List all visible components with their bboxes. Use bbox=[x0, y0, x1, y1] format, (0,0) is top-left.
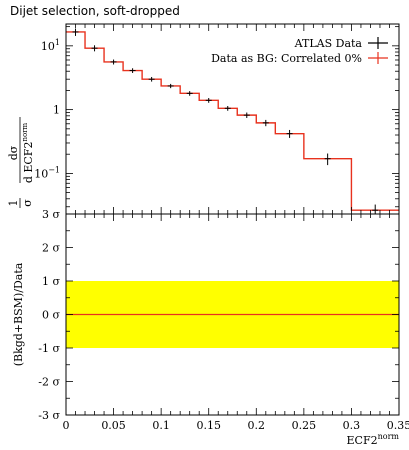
ratio-y-axis-label: (Bkgd+BSM)/Data bbox=[12, 262, 25, 366]
y-axis-label: 1 σ dσ d ECF2norm bbox=[7, 117, 35, 208]
x-tick-label: 0.1 bbox=[152, 419, 170, 432]
y-label-frac-num: 1 bbox=[7, 200, 20, 207]
legend: ATLAS Data Data as BG: Correlated 0% bbox=[211, 37, 388, 65]
data-point bbox=[72, 28, 79, 36]
ratio-y-tick-label: 2 σ bbox=[42, 242, 60, 255]
data-point bbox=[243, 112, 250, 118]
x-tick-label: 0.15 bbox=[196, 419, 221, 432]
data-point bbox=[205, 98, 212, 103]
ratio-y-tick-label: -1 σ bbox=[38, 342, 60, 355]
y-tick-label: 1 bbox=[53, 104, 60, 117]
x-tick-label: 0.3 bbox=[343, 419, 361, 432]
y-label-frac-den: σ bbox=[21, 199, 34, 207]
x-tick-label: 0 bbox=[63, 419, 70, 432]
data-point bbox=[167, 83, 174, 89]
y-tick-label: 101 bbox=[41, 38, 60, 53]
ratio-y-tick-label: -2 σ bbox=[38, 376, 60, 389]
data-point bbox=[186, 91, 193, 96]
ratio-y-tick-label: 0 σ bbox=[42, 309, 60, 322]
data-point bbox=[129, 68, 136, 74]
data-point bbox=[324, 153, 331, 166]
data-point bbox=[224, 105, 231, 111]
legend-label: Data as BG: Correlated 0% bbox=[211, 52, 362, 65]
x-tick-label: 0.05 bbox=[101, 419, 126, 432]
ratio-y-tick-label: -3 σ bbox=[38, 409, 60, 422]
data-point bbox=[262, 119, 269, 127]
data-point bbox=[372, 204, 379, 214]
x-tick-label: 0.35 bbox=[387, 419, 409, 432]
ratio-y-tick-label: 3 σ bbox=[42, 208, 60, 221]
data-point bbox=[91, 45, 98, 52]
y-label-deriv-num: dσ bbox=[7, 145, 20, 160]
y-label-deriv-den: d ECF2norm bbox=[21, 122, 35, 183]
data-point bbox=[148, 76, 155, 82]
x-axis-label: ECF2norm bbox=[347, 432, 400, 447]
y-tick-label: 10−1 bbox=[34, 165, 60, 180]
x-tick-label: 0.2 bbox=[248, 419, 266, 432]
data-point bbox=[286, 129, 293, 138]
ratio-y-tick-label: 1 σ bbox=[42, 275, 60, 288]
legend-label: ATLAS Data bbox=[294, 37, 363, 50]
plot-title: Dijet selection, soft-dropped bbox=[10, 4, 180, 18]
x-tick-label: 0.25 bbox=[292, 419, 317, 432]
data-point bbox=[110, 59, 117, 65]
